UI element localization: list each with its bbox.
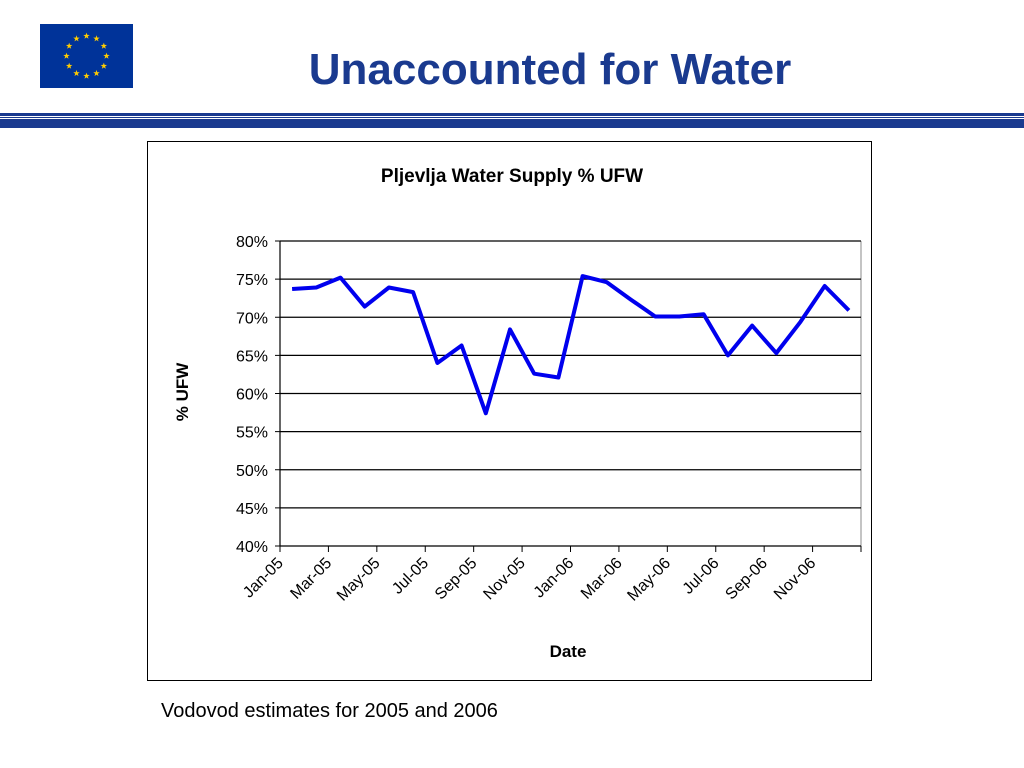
x-tick-label: Jan-06	[531, 555, 578, 602]
x-tick-label: Jul-06	[680, 555, 723, 598]
eu-star	[93, 69, 100, 77]
y-tick-label: 60%	[236, 387, 268, 404]
x-tick-label: May-05	[334, 555, 384, 605]
y-tick-label: 50%	[236, 463, 268, 480]
chart-frame: Pljevlja Water Supply % UFW Date % UFW 4…	[147, 141, 872, 681]
x-tick-label: Sep-05	[432, 555, 481, 604]
eu-flag-logo	[40, 24, 133, 88]
eu-star	[103, 52, 110, 59]
x-tick-label: Jul-05	[389, 555, 432, 598]
eu-star	[65, 62, 73, 69]
eu-star	[83, 32, 90, 39]
eu-star	[100, 62, 108, 69]
slide-title: Unaccounted for Water	[308, 45, 792, 94]
x-tick-label: Mar-06	[578, 555, 626, 603]
y-tick-label: 65%	[236, 348, 268, 365]
x-tick-label: Nov-06	[771, 555, 820, 604]
eu-star	[73, 35, 80, 42]
x-tick-label: May-06	[624, 555, 674, 605]
y-axis-label: % UFW	[173, 362, 192, 422]
y-tick-label: 55%	[236, 425, 268, 442]
x-tick-label: Nov-05	[480, 555, 529, 604]
eu-star	[83, 72, 90, 79]
eu-star	[73, 69, 80, 77]
y-tick-label: 45%	[236, 501, 268, 518]
x-tick-label: Sep-06	[722, 555, 771, 604]
x-tick-label: Jan-05	[240, 555, 287, 602]
chart-caption: Vodovod estimates for 2005 and 2006	[161, 700, 498, 722]
x-tick-label: Mar-05	[287, 555, 335, 603]
chart-title: Pljevlja Water Supply % UFW	[381, 166, 643, 187]
y-tick-label: 80%	[236, 234, 268, 251]
eu-star	[63, 52, 70, 59]
y-tick-label: 75%	[236, 272, 268, 289]
eu-star	[100, 42, 108, 49]
x-axis-label: Date	[550, 642, 587, 661]
y-tick-label: 70%	[236, 310, 268, 327]
series-line	[291, 274, 851, 416]
y-tick-label: 40%	[236, 539, 268, 556]
line-chart: Pljevlja Water Supply % UFW Date % UFW 4…	[173, 166, 862, 661]
eu-star	[93, 35, 100, 42]
title-divider	[0, 113, 1024, 128]
eu-star	[65, 42, 73, 49]
